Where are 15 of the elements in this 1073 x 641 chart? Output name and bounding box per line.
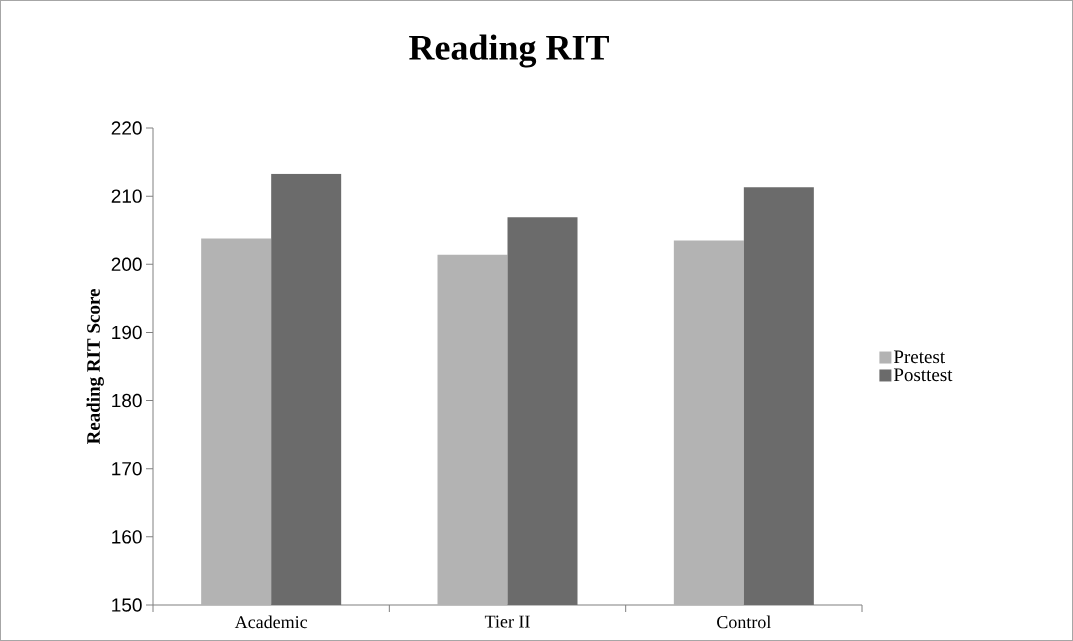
y-axis-title: Reading RIT Score [86, 289, 104, 445]
x-tick-label: Tier II [484, 615, 530, 628]
legend-label: Posttest [893, 368, 953, 382]
y-tick-label: 160 [112, 530, 142, 544]
y-tick-label: 180 [112, 393, 142, 408]
y-tick-label: 200 [111, 257, 142, 272]
y-tick-label: 170 [112, 461, 142, 476]
chart-title: Reading RIT [409, 34, 609, 68]
x-tick-label: Control [717, 615, 771, 629]
x-tick-label: Academic [234, 615, 308, 629]
y-tick-label: 150 [112, 598, 142, 612]
y-tick-label: 210 [111, 189, 142, 203]
y-tick-label: 220 [111, 121, 142, 135]
legend-label: Pretest [893, 350, 945, 364]
y-tick-label: 190 [112, 325, 142, 340]
